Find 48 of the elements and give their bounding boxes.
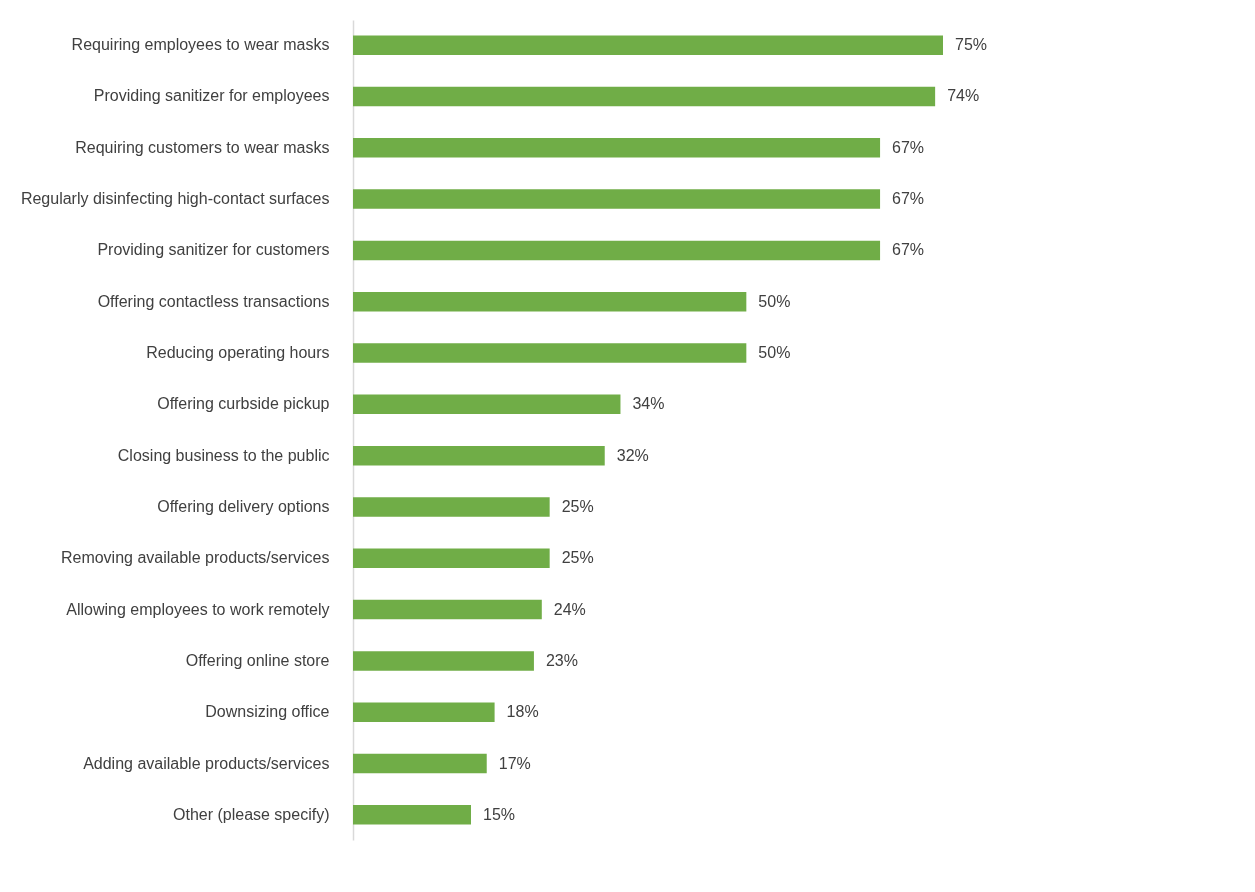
bar — [353, 753, 487, 774]
y-tick-label: Allowing employees to work remotely — [66, 600, 330, 618]
data-label: 74% — [947, 87, 980, 105]
y-tick-label: Regularly disinfecting high-contact surfaces — [20, 190, 330, 208]
y-tick-label: Requiring customers to wear masks — [75, 138, 330, 156]
y-tick-label: Other (please specify) — [172, 805, 330, 823]
bar — [353, 138, 881, 158]
y-tick-label: Downsizing office — [205, 703, 330, 721]
data-label: 75% — [955, 36, 988, 54]
y-tick-label: Removing available products/services — [60, 549, 330, 567]
data-label: 32% — [616, 446, 649, 464]
bar — [353, 86, 936, 107]
bar — [353, 445, 605, 466]
bar — [353, 240, 881, 261]
bar — [353, 35, 943, 55]
y-tick-label: Closing business to the public — [117, 446, 330, 464]
data-label: 50% — [758, 292, 791, 310]
bar — [353, 343, 747, 363]
data-label: 18% — [506, 703, 539, 721]
data-label: 17% — [498, 754, 531, 772]
bar — [353, 548, 550, 569]
bar — [353, 291, 747, 312]
y-tick-label: Providing sanitizer for employees — [93, 87, 330, 105]
data-label: 23% — [545, 651, 578, 669]
bar — [353, 805, 471, 825]
data-label: 67% — [892, 190, 925, 208]
bar — [353, 599, 542, 620]
y-tick-label: Reducing operating hours — [146, 344, 330, 362]
data-label: 67% — [892, 241, 925, 259]
bar — [353, 189, 881, 209]
y-tick-label: Providing sanitizer for customers — [97, 241, 330, 259]
bar — [353, 651, 534, 671]
bar — [353, 394, 621, 415]
y-tick-label: Offering contactless transactions — [97, 292, 330, 310]
data-label: 15% — [483, 805, 516, 823]
y-tick-label: Requiring employees to wear masks — [71, 36, 330, 54]
data-label: 24% — [553, 600, 586, 618]
bar — [353, 497, 550, 517]
data-label: 67% — [892, 138, 925, 156]
y-tick-label: Offering online store — [185, 651, 330, 669]
data-label: 25% — [561, 497, 594, 515]
data-label: 50% — [758, 344, 791, 362]
data-label: 25% — [561, 549, 594, 567]
data-label: 34% — [632, 395, 665, 413]
bar — [353, 702, 495, 722]
y-tick-label: Offering delivery options — [157, 497, 330, 515]
y-tick-label: Adding available products/services — [83, 754, 330, 772]
y-tick-label: Offering curbside pickup — [157, 395, 330, 413]
